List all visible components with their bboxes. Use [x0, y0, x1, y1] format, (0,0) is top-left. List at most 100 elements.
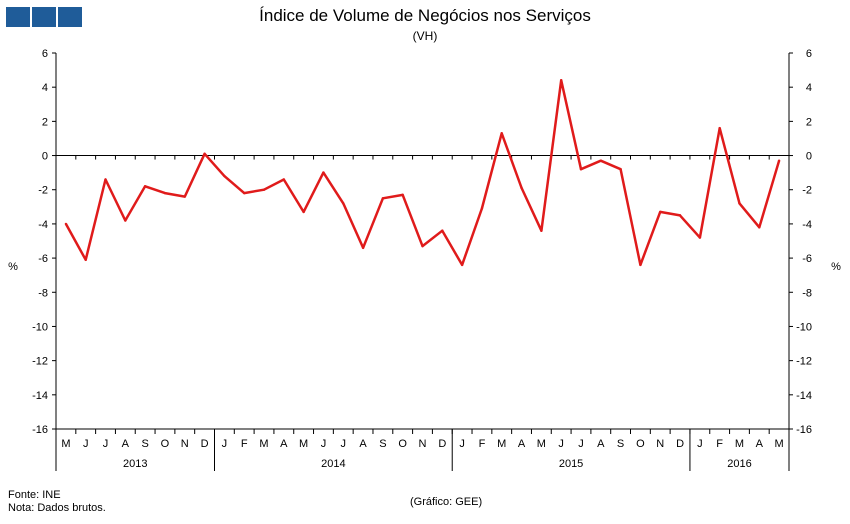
data-point: [480, 207, 484, 210]
data-point: [124, 219, 127, 222]
data-point: [599, 159, 602, 162]
x-tick-label: J: [103, 438, 109, 450]
data-point: [243, 191, 246, 195]
data-point: [659, 210, 662, 214]
y-tick-label-left: -14: [32, 390, 48, 402]
x-tick-label: M: [775, 438, 784, 450]
y-tick-label-right: 2: [806, 116, 812, 128]
logo-block-2: [32, 7, 56, 27]
x-tick-label: A: [756, 438, 764, 450]
data-point: [421, 244, 424, 248]
y-tick-label-left: 2: [42, 116, 48, 128]
x-tick-label: A: [280, 438, 288, 450]
x-tick-label: A: [518, 438, 526, 450]
x-tick-label: J: [83, 438, 89, 450]
data-point: [639, 263, 642, 267]
y-tick-label-right: -4: [802, 219, 812, 231]
y-tick-label-right: -14: [796, 390, 812, 402]
y-tick-label-right: 6: [806, 48, 812, 60]
data-point: [777, 159, 781, 162]
source-note: Fonte: INE: [8, 489, 61, 501]
y-tick-label-left: -10: [32, 321, 48, 333]
y-tick-label-right: 4: [806, 82, 812, 94]
data-point: [738, 202, 741, 205]
x-tick-label: A: [122, 438, 130, 450]
data-point: [64, 222, 68, 226]
y-axis-label-right: %: [831, 261, 841, 273]
data-point: [441, 229, 444, 232]
data-point: [758, 226, 761, 229]
x-tick-label: A: [597, 438, 605, 450]
x-tick-label: M: [259, 438, 268, 450]
x-tick-label: A: [359, 438, 367, 450]
data-point: [342, 202, 345, 205]
data-point: [143, 185, 147, 188]
data-point: [203, 152, 206, 156]
x-tick-label: J: [341, 438, 347, 450]
data-point: [163, 191, 167, 195]
x-tick-label: N: [181, 438, 189, 450]
x-tick-label: S: [617, 438, 624, 450]
series-line-vh: [64, 79, 781, 267]
x-tick-label: J: [222, 438, 228, 450]
x-tick-label: J: [459, 438, 465, 450]
data-point: [559, 79, 563, 82]
brand-logo: [6, 7, 82, 27]
y-tick-label-right: -8: [802, 287, 812, 299]
x-tick-label: O: [398, 438, 407, 450]
x-tick-label: O: [161, 438, 170, 450]
data-point: [520, 186, 523, 190]
logo-block-1: [6, 7, 30, 27]
y-tick-label-right: -6: [802, 253, 812, 265]
y-tick-label-left: 0: [42, 151, 48, 163]
x-tick-label: M: [497, 438, 506, 450]
y-tick-label-right: -16: [796, 424, 812, 436]
x-tick-label: S: [141, 438, 148, 450]
y-tick-label-right: -12: [796, 356, 812, 368]
data-point: [619, 168, 622, 171]
data-point: [282, 178, 286, 181]
data-point: [302, 210, 305, 214]
year-label: 2014: [321, 458, 345, 470]
data-point: [361, 246, 365, 250]
y-tick-label-left: -8: [38, 287, 48, 299]
y-tick-label-right: -2: [802, 185, 812, 197]
data-point: [500, 132, 503, 135]
x-tick-label: M: [537, 438, 546, 450]
chart-credit: (Gráfico: GEE): [410, 496, 483, 508]
data-point: [401, 193, 404, 197]
data-point: [262, 188, 266, 191]
x-tick-label: F: [241, 438, 248, 450]
data-point: [84, 258, 87, 261]
data-point: [460, 263, 464, 267]
data-point: [104, 178, 107, 181]
x-tick-label: J: [321, 438, 327, 450]
data-point: [678, 214, 682, 217]
x-tick-label: S: [379, 438, 386, 450]
x-tick-label: M: [61, 438, 70, 450]
y-tick-label-left: -4: [38, 219, 48, 231]
x-tick-label: M: [299, 438, 308, 450]
data-point: [698, 236, 702, 239]
year-label: 2013: [123, 458, 147, 470]
x-tick-label: O: [636, 438, 645, 450]
y-tick-label-left: -12: [32, 356, 48, 368]
x-tick-label: D: [201, 438, 209, 450]
chart-subtitle: (VH): [412, 29, 438, 43]
data-point: [540, 229, 543, 232]
data-point: [381, 197, 385, 200]
x-tick-label: N: [419, 438, 427, 450]
chart-title: Índice de Volume de Negócios nos Serviço…: [259, 6, 591, 25]
year-label: 2015: [559, 458, 583, 470]
y-tick-label-left: -16: [32, 424, 48, 436]
data-note: Nota: Dados brutos.: [8, 502, 106, 514]
x-tick-label: J: [558, 438, 564, 450]
data-point: [322, 171, 325, 174]
data-point: [223, 174, 226, 178]
logo-block-3: [58, 7, 82, 27]
x-tick-label: J: [578, 438, 584, 450]
y-tick-label-left: -2: [38, 185, 48, 197]
data-point: [579, 168, 583, 171]
x-tick-label: M: [735, 438, 744, 450]
year-label: 2016: [727, 458, 751, 470]
